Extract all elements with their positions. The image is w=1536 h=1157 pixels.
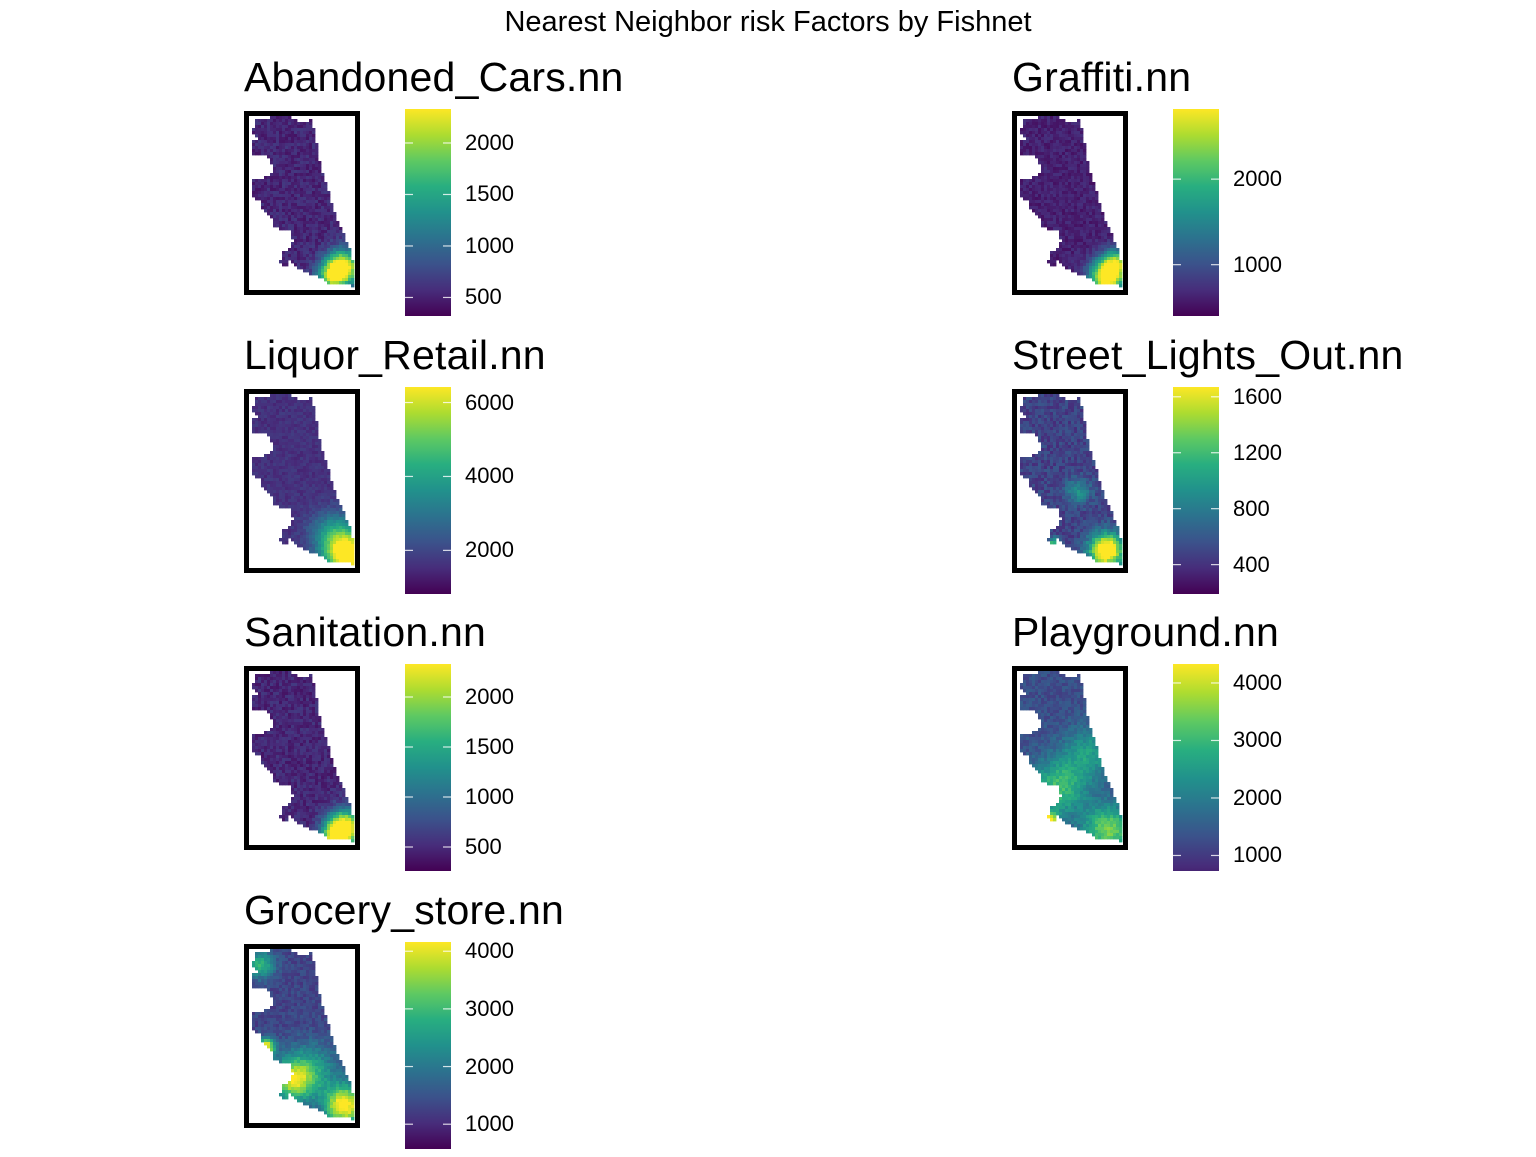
legend-tick-label: 1000	[1233, 843, 1282, 867]
fishnet-map	[1012, 111, 1128, 295]
legend-tick-labels: 1000 2000	[1219, 109, 1339, 316]
legend-tick-label: 3000	[1233, 728, 1282, 752]
fishnet-cells	[252, 949, 354, 1120]
figure-title: Nearest Neighbor risk Factors by Fishnet	[0, 4, 1536, 40]
panel-street-lights-out: Street_Lights_Out.nn 400 800 1200 1600	[1012, 332, 1492, 602]
panel-title: Sanitation.nn	[244, 609, 486, 655]
color-legend-bar	[1173, 664, 1219, 871]
legend-tick-label: 400	[1233, 553, 1270, 577]
legend-gradient	[405, 664, 451, 871]
legend-tick-labels: 1000 2000 3000 4000	[451, 942, 571, 1149]
fishnet-cells	[1020, 394, 1122, 565]
legend-tick-label: 4000	[1233, 671, 1282, 695]
legend-tick-label: 1500	[465, 735, 514, 759]
panel-abandoned-cars: Abandoned_Cars.nn 500 1000 1500 2000	[244, 54, 724, 324]
fishnet-map	[244, 111, 360, 295]
legend-tick-label: 4000	[465, 939, 514, 963]
panel-sanitation: Sanitation.nn 500 1000 1500 2000	[244, 609, 724, 879]
panel-title: Grocery_store.nn	[244, 887, 564, 933]
color-legend-bar	[405, 109, 451, 316]
legend-tick-label: 1000	[465, 785, 514, 809]
panel-liquor-retail: Liquor_Retail.nn 2000 4000 6000	[244, 332, 724, 602]
legend-tick-label: 800	[1233, 497, 1270, 521]
fishnet-map	[244, 944, 360, 1128]
color-legend-bar	[405, 664, 451, 871]
color-legend-bar	[405, 942, 451, 1149]
color-legend-bar	[405, 387, 451, 594]
color-legend-bar	[1173, 109, 1219, 316]
color-legend-bar	[1173, 387, 1219, 594]
fishnet-cells	[1020, 116, 1122, 287]
panel-title: Abandoned_Cars.nn	[244, 54, 624, 100]
legend-tick-label: 1000	[1233, 253, 1282, 277]
legend-tick-labels: 2000 4000 6000	[451, 387, 571, 594]
legend-gradient	[1173, 387, 1219, 594]
panel-title: Liquor_Retail.nn	[244, 332, 546, 378]
legend-tick-label: 1500	[465, 182, 514, 206]
legend-tick-label: 2000	[465, 1055, 514, 1079]
legend-tick-label: 2000	[465, 131, 514, 155]
panel-grocery-store: Grocery_store.nn 1000 2000 3000 4000	[244, 887, 724, 1157]
fishnet-map	[1012, 389, 1128, 573]
panel-title: Graffiti.nn	[1012, 54, 1191, 100]
fishnet-map	[1012, 666, 1128, 850]
legend-gradient	[405, 387, 451, 594]
fishnet-map	[244, 389, 360, 573]
legend-tick-label: 6000	[465, 391, 514, 415]
legend-tick-label: 4000	[465, 464, 514, 488]
panel-graffiti: Graffiti.nn 1000 2000	[1012, 54, 1492, 324]
legend-tick-label: 1000	[465, 234, 514, 258]
legend-tick-label: 2000	[465, 538, 514, 562]
legend-tick-label: 2000	[465, 685, 514, 709]
legend-tick-labels: 500 1000 1500 2000	[451, 664, 571, 871]
fishnet-cells	[252, 671, 354, 842]
legend-tick-label: 2000	[1233, 786, 1282, 810]
legend-tick-label: 2000	[1233, 167, 1282, 191]
legend-tick-label: 1000	[465, 1112, 514, 1136]
legend-tick-labels: 1000 2000 3000 4000	[1219, 664, 1339, 894]
legend-tick-label: 1600	[1233, 385, 1282, 409]
legend-gradient	[1173, 664, 1219, 871]
fishnet-cells	[252, 116, 354, 287]
panel-title: Playground.nn	[1012, 609, 1279, 655]
fishnet-cells	[252, 394, 354, 565]
legend-tick-label: 500	[465, 835, 502, 859]
panel-playground: Playground.nn 1000 2000 3000 4000	[1012, 609, 1492, 879]
legend-tick-label: 1200	[1233, 441, 1282, 465]
legend-gradient	[405, 109, 451, 316]
legend-gradient	[405, 942, 451, 1149]
fishnet-cells	[1020, 671, 1122, 842]
legend-gradient	[1173, 109, 1219, 316]
legend-tick-labels: 500 1000 1500 2000	[451, 109, 571, 316]
fishnet-map	[244, 666, 360, 850]
panel-title: Street_Lights_Out.nn	[1012, 332, 1403, 378]
legend-tick-label: 500	[465, 285, 502, 309]
legend-tick-label: 3000	[465, 997, 514, 1021]
legend-tick-labels: 400 800 1200 1600	[1219, 387, 1339, 594]
